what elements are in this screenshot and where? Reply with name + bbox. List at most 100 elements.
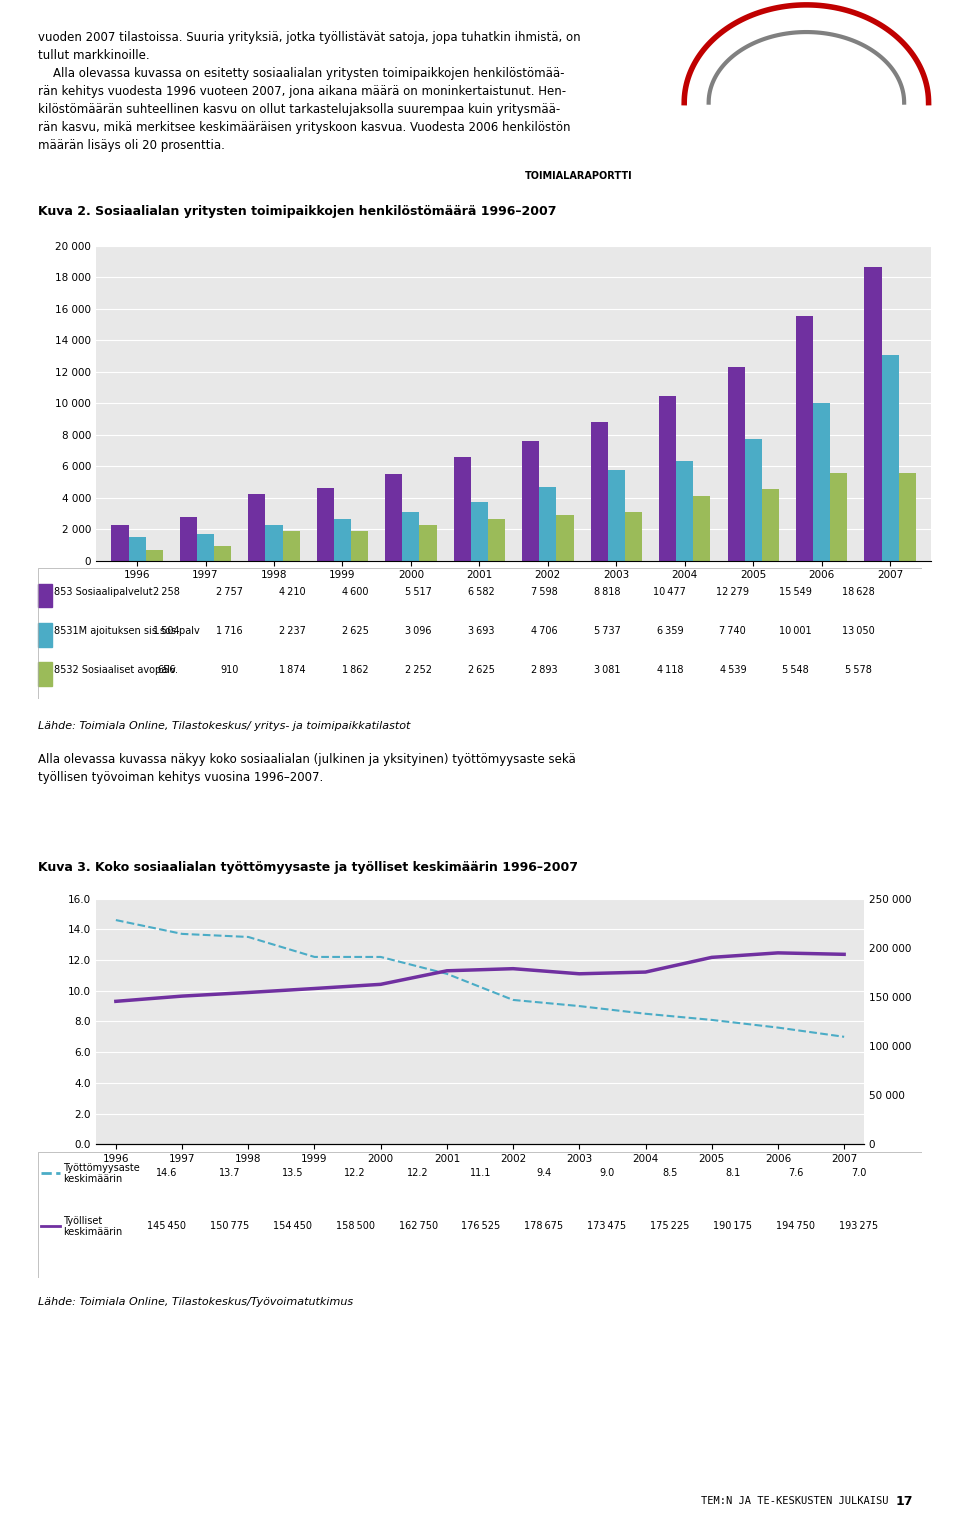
Bar	[454, 458, 470, 561]
Text: 8531M ajoituksen sis.sos.palv: 8531M ajoituksen sis.sos.palv	[55, 627, 200, 636]
Text: 1 504: 1 504	[154, 627, 180, 636]
Text: 158 500: 158 500	[336, 1221, 374, 1232]
Text: 12.2: 12.2	[345, 1169, 366, 1178]
Text: Kuva 2. Sosiaalialan yritysten toimipaikkojen henkilöstömäärä 1996–2007: Kuva 2. Sosiaalialan yritysten toimipaik…	[38, 204, 557, 218]
Text: 150 775: 150 775	[210, 1221, 249, 1232]
Bar	[402, 511, 420, 561]
Text: 2 625: 2 625	[468, 665, 494, 676]
Text: 10 477: 10 477	[654, 587, 686, 598]
Text: 12 279: 12 279	[716, 587, 750, 598]
Text: Lähde: Toimiala Online, Tilastokeskus/Työvoimatutkimus: Lähde: Toimiala Online, Tilastokeskus/Ty…	[38, 1296, 353, 1307]
Bar	[830, 473, 848, 561]
Text: 2 237: 2 237	[279, 627, 305, 636]
Text: 4 118: 4 118	[657, 665, 684, 676]
Bar	[557, 515, 573, 561]
Bar	[470, 502, 488, 561]
Bar	[385, 473, 402, 561]
Text: 17: 17	[895, 1495, 913, 1508]
Text: Työlliset
keskimäärin: Työlliset keskimäärin	[63, 1215, 122, 1236]
Bar	[608, 470, 625, 561]
Text: 3 081: 3 081	[593, 665, 620, 676]
Bar	[660, 396, 676, 561]
Text: 11.1: 11.1	[470, 1169, 492, 1178]
Text: 1 862: 1 862	[342, 665, 369, 676]
Text: 154 450: 154 450	[273, 1221, 312, 1232]
Bar	[317, 488, 334, 561]
Text: 7 740: 7 740	[719, 627, 746, 636]
Bar	[745, 439, 762, 561]
Text: 13.7: 13.7	[219, 1169, 240, 1178]
Text: 5 517: 5 517	[405, 587, 432, 598]
Text: 656: 656	[157, 665, 176, 676]
Text: 5 737: 5 737	[593, 627, 620, 636]
Bar	[146, 550, 163, 561]
Text: 6 582: 6 582	[468, 587, 494, 598]
Text: 5 548: 5 548	[782, 665, 809, 676]
Text: 8.5: 8.5	[662, 1169, 678, 1178]
Text: Työttömyysaste
keskimäärin: Työttömyysaste keskimäärin	[63, 1163, 140, 1184]
Bar	[129, 538, 146, 561]
Text: 9.4: 9.4	[537, 1169, 552, 1178]
Text: TOIMIALARAPORTTI: TOIMIALARAPORTTI	[524, 170, 632, 181]
Bar	[282, 531, 300, 561]
Text: 13.5: 13.5	[281, 1169, 303, 1178]
Bar	[265, 525, 282, 561]
Bar	[38, 584, 52, 607]
Text: 5 578: 5 578	[845, 665, 872, 676]
Text: 853 Sosiaalipalvelut: 853 Sosiaalipalvelut	[55, 587, 153, 598]
Text: 145 450: 145 450	[147, 1221, 186, 1232]
Text: 910: 910	[220, 665, 239, 676]
Text: Alla olevassa kuvassa näkyy koko sosiaalialan (julkinen ja yksityinen) työttömyy: Alla olevassa kuvassa näkyy koko sosiaal…	[38, 753, 576, 783]
Text: 9.0: 9.0	[599, 1169, 614, 1178]
Bar	[522, 441, 540, 561]
Text: 8532 Sosiaaliset avopalv.: 8532 Sosiaaliset avopalv.	[55, 665, 179, 676]
Bar	[676, 461, 693, 561]
Text: 1 716: 1 716	[216, 627, 243, 636]
Bar	[899, 473, 916, 561]
Bar	[540, 487, 557, 561]
Text: 2 258: 2 258	[153, 587, 180, 598]
Text: 190 175: 190 175	[713, 1221, 753, 1232]
Text: 2 625: 2 625	[342, 627, 369, 636]
Text: 7.6: 7.6	[788, 1169, 804, 1178]
Text: 175 225: 175 225	[650, 1221, 689, 1232]
Text: 194 750: 194 750	[777, 1221, 815, 1232]
Text: 8 818: 8 818	[593, 587, 620, 598]
Bar	[813, 402, 830, 561]
Text: 193 275: 193 275	[839, 1221, 878, 1232]
Bar	[334, 519, 351, 561]
Bar	[420, 525, 437, 561]
Text: 162 750: 162 750	[398, 1221, 438, 1232]
Text: 178 675: 178 675	[524, 1221, 564, 1232]
Text: 3 693: 3 693	[468, 627, 494, 636]
Text: TEM:N JA TE-KESKUSTEN JULKAISU: TEM:N JA TE-KESKUSTEN JULKAISU	[701, 1496, 888, 1507]
Text: 8.1: 8.1	[725, 1169, 740, 1178]
Text: 13 050: 13 050	[842, 627, 876, 636]
Text: 4 706: 4 706	[531, 627, 558, 636]
Bar	[864, 267, 881, 561]
Text: 4 539: 4 539	[719, 665, 746, 676]
Text: 15 549: 15 549	[780, 587, 812, 598]
Text: 4 210: 4 210	[279, 587, 305, 598]
Text: 173 475: 173 475	[588, 1221, 627, 1232]
Bar	[180, 518, 197, 561]
Bar	[488, 519, 505, 561]
Text: 12.2: 12.2	[407, 1169, 429, 1178]
Bar	[214, 547, 231, 561]
Bar	[796, 316, 813, 561]
Bar	[881, 355, 899, 561]
Text: 2 757: 2 757	[216, 587, 243, 598]
Text: 10 001: 10 001	[780, 627, 812, 636]
Bar	[728, 367, 745, 561]
Text: 176 525: 176 525	[462, 1221, 501, 1232]
Text: 6 359: 6 359	[657, 627, 684, 636]
Text: Kuva 3. Koko sosiaalialan työttömyysaste ja työlliset keskimäärin 1996–2007: Kuva 3. Koko sosiaalialan työttömyysaste…	[38, 862, 578, 874]
Bar	[625, 511, 642, 561]
Text: 7 598: 7 598	[531, 587, 558, 598]
Bar	[762, 488, 779, 561]
Text: 3 096: 3 096	[405, 627, 431, 636]
Bar	[38, 624, 52, 647]
Bar	[693, 496, 710, 561]
Text: Lähde: Toimiala Online, Tilastokeskus/ yritys- ja toimipaikkatilastot: Lähde: Toimiala Online, Tilastokeskus/ y…	[38, 720, 411, 731]
Bar	[249, 495, 265, 561]
